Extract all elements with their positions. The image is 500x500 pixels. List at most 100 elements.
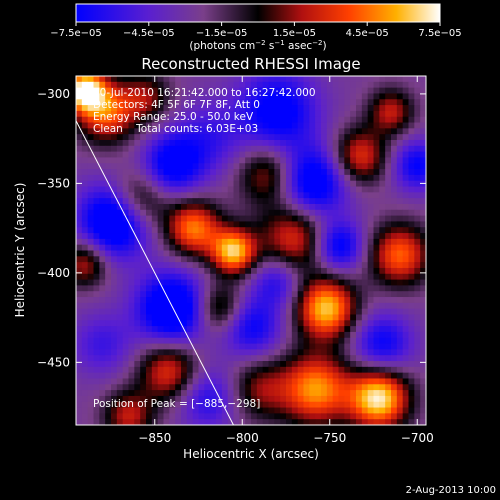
heatmap-cell <box>151 279 159 286</box>
heatmap-cell <box>420 262 426 269</box>
heatmap-cell <box>408 419 415 425</box>
heatmap-cell <box>256 87 264 94</box>
heatmap-cell <box>303 238 310 246</box>
heatmap-cell <box>303 180 310 187</box>
heatmap-cell <box>140 308 147 315</box>
heatmap-cell <box>315 326 322 333</box>
heatmap-cell <box>338 384 345 391</box>
heatmap-cell <box>309 297 316 304</box>
heatmap-cell <box>105 349 112 356</box>
heatmap-cell <box>356 221 363 228</box>
heatmap-cell <box>280 76 287 83</box>
heatmap-cell <box>373 238 380 246</box>
heatmap-cell <box>408 93 415 100</box>
heatmap-cell <box>251 314 258 321</box>
heatmap-cell <box>338 267 345 275</box>
heatmap-cell <box>146 233 153 240</box>
heatmap-cell <box>175 238 182 246</box>
heatmap-cell <box>408 349 415 356</box>
heatmap-cell <box>280 372 287 379</box>
heatmap-cell <box>128 262 135 269</box>
heatmap-cell <box>233 174 240 182</box>
heatmap-cell <box>251 366 258 374</box>
heatmap-cell <box>396 93 404 100</box>
heatmap-cell <box>367 355 374 362</box>
heatmap-cell <box>157 314 164 321</box>
heatmap-cell <box>105 203 112 211</box>
heatmap-cell <box>140 174 147 182</box>
heatmap-cell <box>157 192 164 199</box>
heatmap-cell <box>111 145 118 153</box>
heatmap-cell <box>321 297 328 304</box>
heatmap-cell <box>385 331 392 339</box>
heatmap-cell <box>151 267 159 275</box>
heatmap-cell <box>408 209 415 216</box>
heatmap-cell <box>128 203 135 211</box>
heatmap-cell <box>134 134 141 141</box>
heatmap-cell <box>186 384 194 391</box>
heatmap-cell <box>99 81 106 89</box>
heatmap-cell <box>140 401 147 408</box>
heatmap-cell <box>76 215 83 222</box>
heatmap-cell <box>105 93 112 100</box>
heatmap-cell <box>157 285 164 292</box>
heatmap-cell <box>356 209 363 216</box>
heatmap-cell <box>181 186 188 193</box>
heatmap-cell <box>256 227 264 234</box>
heatmap-cell <box>239 372 246 379</box>
heatmap-cell <box>315 198 322 205</box>
heatmap-cell <box>408 285 415 292</box>
heatmap-cell <box>105 267 112 275</box>
heatmap-cell <box>146 273 153 280</box>
heatmap-cell <box>379 227 386 234</box>
heatmap-cell <box>326 105 334 112</box>
heatmap-cell <box>251 157 258 164</box>
heatmap-cell <box>256 116 264 123</box>
heatmap-cell <box>116 198 124 205</box>
heatmap-cell <box>122 116 129 123</box>
heatmap-cell <box>140 337 147 344</box>
heatmap-cell <box>93 291 100 298</box>
heatmap-cell <box>268 390 275 397</box>
heatmap-cell <box>338 81 345 89</box>
heatmap-cell <box>396 361 404 368</box>
heatmap-cell <box>326 81 334 89</box>
heatmap-cell <box>233 250 240 257</box>
heatmap-cell <box>175 285 182 292</box>
heatmap-cell <box>297 320 304 327</box>
heatmap-cell <box>163 203 170 211</box>
heatmap-cell <box>408 372 415 379</box>
heatmap-cell <box>111 314 118 321</box>
heatmap-cell <box>280 297 287 304</box>
heatmap-cell <box>321 203 328 211</box>
heatmap-cell <box>245 366 252 374</box>
heatmap-cell <box>332 110 339 118</box>
heatmap-cell <box>402 407 409 414</box>
heatmap-cell <box>169 262 176 269</box>
heatmap-cell <box>256 413 264 420</box>
heatmap-cell <box>93 337 100 344</box>
heatmap-cell <box>286 139 293 147</box>
heatmap-cell <box>245 122 252 129</box>
heatmap-cell <box>204 337 211 344</box>
heatmap-cell <box>326 366 334 374</box>
heatmap-cell <box>128 314 135 321</box>
heatmap-cell <box>157 87 164 94</box>
heatmap-cell <box>87 302 94 310</box>
heatmap-cell <box>210 366 217 374</box>
heatmap-cell <box>204 209 211 216</box>
heatmap-cell <box>379 145 386 153</box>
heatmap-cell <box>99 366 106 374</box>
heatmap-cell <box>239 314 246 321</box>
heatmap-cell <box>338 198 345 205</box>
heatmap-cell <box>239 151 246 158</box>
heatmap-cell <box>338 110 345 118</box>
heatmap-cell <box>93 174 100 182</box>
heatmap-cell <box>315 273 322 280</box>
heatmap-cell <box>391 407 398 414</box>
heatmap-cell <box>122 110 129 118</box>
heatmap-cell <box>356 250 363 257</box>
heatmap-cell <box>81 302 89 310</box>
heatmap-cell <box>146 366 153 374</box>
heatmap-cell <box>274 227 281 234</box>
